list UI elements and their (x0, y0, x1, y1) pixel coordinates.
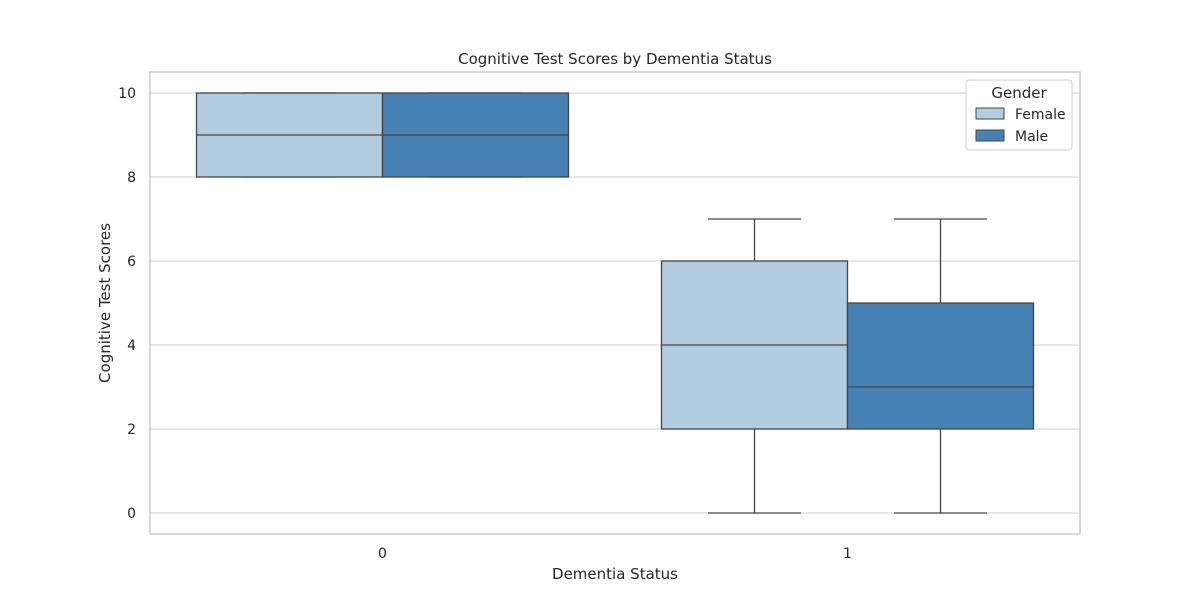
box-female-0 (195, 92, 384, 178)
legend-title: Gender (991, 84, 1047, 102)
y-tick-label: 2 (127, 422, 136, 438)
legend-label-male: Male (1015, 129, 1048, 145)
y-tick-label: 6 (127, 254, 136, 270)
legend: Gender Female Male (965, 79, 1073, 151)
legend-swatch-male (975, 129, 1005, 142)
boxes (195, 92, 1035, 514)
legend-swatch-female (975, 107, 1005, 120)
x-tick-label: 1 (843, 546, 852, 562)
y-tick-label: 8 (127, 170, 136, 186)
y-tick-label: 10 (118, 86, 136, 102)
box-male-0 (381, 92, 570, 178)
plot-frame (149, 71, 1081, 535)
x-axis-label: Dementia Status (552, 565, 678, 583)
y-tick-labels: 0 2 4 6 8 10 (118, 86, 136, 522)
box-body (846, 302, 1035, 430)
x-tick-label: 0 (378, 546, 387, 562)
y-tick-label: 4 (127, 338, 136, 354)
legend-label-female: Female (1015, 107, 1066, 123)
y-axis-label: Cognitive Test Scores (96, 223, 114, 383)
y-tick-label: 0 (127, 506, 136, 522)
box-male-1 (846, 218, 1035, 514)
chart-title: Cognitive Test Scores by Dementia Status (458, 50, 772, 68)
box-female-1 (660, 218, 849, 514)
